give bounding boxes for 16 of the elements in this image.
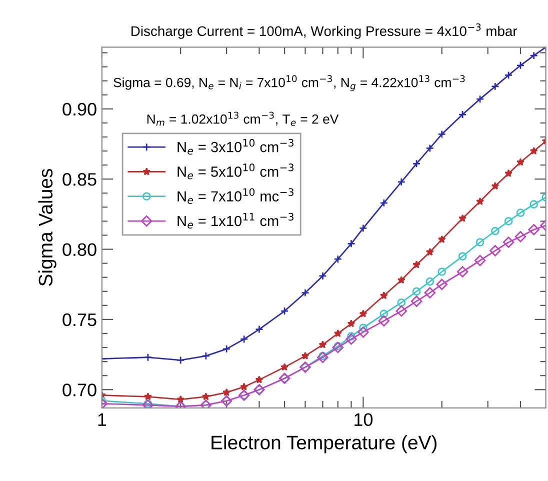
text: Sigma = 0.69, N$_{e}$ = N$_{i}$ = 7x10$^{10}$ cm$^{−3}$, N$_{g}$ = 4.22x10$^{13}$ cm$^{−3}$ — [114, 75, 465, 92]
y-tick-label: 0.90 — [62, 102, 96, 116]
legend-label: N$_{e}$ = 7x10$^{10}$ mc$^{−3}$ — [178, 188, 294, 204]
x-tick-label: 1 — [98, 413, 106, 426]
text: N$_{m}$ = 1.02x10$^{13}$ cm$^{−3}$, T$_{e}$ = 2 eV — [147, 112, 339, 126]
y-axis-title: Sigma Values — [38, 168, 56, 286]
x-axis-title: Electron Temperature (eV) — [212, 435, 437, 454]
legend-label: N$_{e}$ = 1x10$^{11}$ cm$^{−3}$ — [178, 212, 294, 229]
legend-label: N$_{e}$ = 5x10$^{10}$ cm$^{−3}$ — [178, 164, 294, 180]
y-tick-label: 0.75 — [62, 313, 96, 326]
legend-label: N$_{e}$ = 3x10$^{10}$ cm$^{−3}$ — [178, 138, 294, 155]
chart-title: Discharge Current = 100mA, Working Pressure = 4x10$^{−3}$ mbar — [132, 23, 518, 39]
y-tick-label: 0.85 — [62, 173, 96, 186]
y-tick-label: 0.80 — [62, 243, 96, 256]
y-tick-label: 0.70 — [62, 384, 96, 396]
x-tick-label: 10 — [354, 413, 373, 426]
